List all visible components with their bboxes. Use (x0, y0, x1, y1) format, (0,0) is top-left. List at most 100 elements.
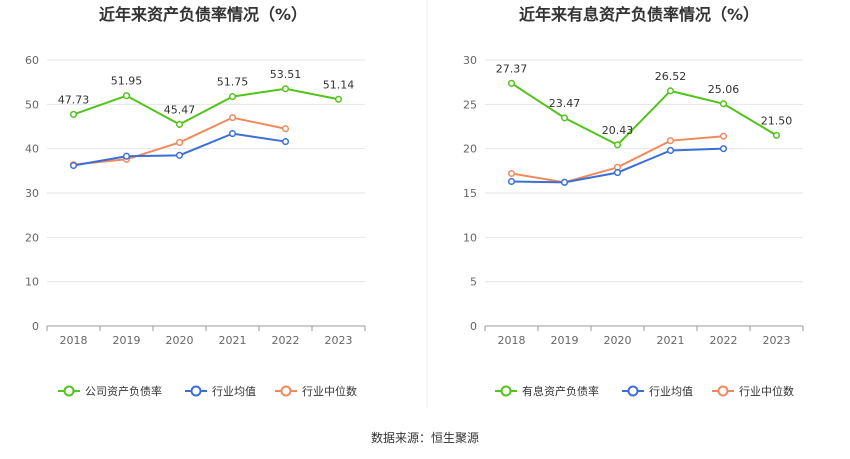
x-axis (484, 325, 804, 331)
y-tick-label: 10 (463, 231, 477, 244)
x-tick-label: 2021 (219, 334, 247, 347)
x-tick-label: 2022 (710, 334, 738, 347)
legend-marker-icon (280, 385, 292, 397)
y-tick-label: 15 (463, 187, 477, 200)
data-point (69, 110, 78, 118)
x-tick-label: 2020 (166, 334, 194, 347)
data-point (613, 169, 622, 177)
legend-marker-icon (63, 385, 75, 397)
data-label: 51.14 (323, 78, 355, 91)
data-point (122, 92, 131, 100)
data-label: 47.73 (58, 93, 90, 106)
gridlines (485, 59, 803, 283)
legend-label: 行业均值 (212, 385, 256, 398)
x-axis (46, 325, 366, 331)
data-point (175, 138, 184, 147)
data-label: 26.52 (655, 70, 687, 83)
data-point (507, 169, 516, 178)
data-point (69, 161, 78, 170)
x-tick-label: 2019 (551, 334, 579, 347)
data-label: 23.47 (549, 97, 581, 110)
data-label: 20.43 (602, 124, 634, 137)
x-tick-label: 2023 (763, 334, 791, 347)
x-tick-label: 2023 (325, 334, 353, 347)
data-point (772, 131, 781, 139)
chart-title: 近年来资产负债率情况（%） (99, 5, 307, 24)
y-tick-label: 10 (25, 276, 39, 289)
data-point (666, 137, 675, 145)
data-point (122, 152, 131, 160)
y-tick-label: 30 (25, 187, 39, 200)
data-point (507, 79, 516, 87)
data-point (613, 141, 622, 149)
y-tick-label: 50 (25, 98, 39, 111)
x-tick-label: 2019 (113, 334, 141, 347)
data-point (666, 87, 675, 95)
legend-item[interactable]: 行业中位数 (712, 384, 794, 398)
y-tick-label: 0 (32, 320, 39, 333)
x-tick-labels: 2018 2019 2020 2021 2022 2023 (498, 334, 791, 347)
data-point (228, 93, 237, 101)
chart-panel-right: 近年来有息资产负债率情况（%） 0 5 10 15 20 25 30 2018 2019 202… (463, 5, 804, 398)
data-point (175, 120, 184, 128)
y-axis: 0 5 10 15 20 25 30 (463, 54, 477, 333)
legend: 有息资产负债率 行业均值 行业中位数 (495, 384, 794, 398)
data-point (719, 100, 728, 108)
series-line (510, 82, 778, 147)
series-lines (69, 85, 343, 170)
legend-label: 公司资产负债率 (85, 384, 162, 398)
x-tick-label: 2021 (657, 334, 685, 347)
series-line (73, 87, 339, 126)
data-point (560, 178, 569, 186)
data-label: 21.50 (761, 114, 793, 127)
source-note: 数据来源：恒生聚源 (371, 430, 479, 445)
legend-marker-icon (627, 385, 639, 397)
y-axis: 0 10 20 30 40 50 60 (25, 54, 39, 333)
series-lines (507, 79, 781, 186)
x-tick-label: 2022 (272, 334, 300, 347)
data-point (666, 146, 675, 154)
legend-marker-icon (500, 385, 512, 397)
legend-item[interactable]: 行业均值 (622, 385, 693, 398)
legend-label: 行业中位数 (739, 384, 794, 398)
x-tick-label: 2018 (60, 334, 88, 347)
gridlines (47, 59, 365, 283)
legend-item[interactable]: 公司资产负债率 (58, 384, 162, 398)
data-point (560, 114, 569, 122)
data-labels: 27.37 23.47 20.43 26.52 25.06 21.50 (496, 62, 793, 137)
y-tick-label: 20 (25, 231, 39, 244)
legend-label: 行业中位数 (302, 384, 357, 398)
y-tick-label: 25 (463, 98, 477, 111)
data-labels: 47.73 51.95 45.47 51.75 53.51 51.14 (58, 68, 355, 117)
data-point (719, 132, 728, 140)
data-point (228, 130, 237, 138)
legend-label: 行业均值 (649, 385, 693, 398)
y-tick-label: 60 (25, 54, 39, 67)
legend-item[interactable]: 行业均值 (185, 385, 256, 398)
x-tick-label: 2018 (498, 334, 526, 347)
data-label: 27.37 (496, 62, 528, 75)
data-label: 51.95 (111, 75, 143, 88)
x-tick-labels: 2018 2019 2020 2021 2022 2023 (60, 334, 353, 347)
legend: 公司资产负债率 行业均值 行业中位数 (58, 384, 357, 398)
legend-item[interactable]: 行业中位数 (275, 384, 357, 398)
data-point (281, 125, 290, 133)
data-point (281, 85, 290, 93)
data-point (334, 95, 343, 103)
data-point (507, 177, 516, 186)
y-tick-label: 40 (25, 143, 39, 156)
y-tick-label: 30 (463, 54, 477, 67)
data-point (175, 151, 184, 159)
data-label: 25.06 (708, 83, 740, 96)
data-label: 45.47 (164, 103, 196, 116)
y-tick-label: 20 (463, 143, 477, 156)
series-line (73, 132, 286, 167)
data-point (719, 145, 728, 153)
legend-marker-icon (717, 385, 729, 397)
data-point (281, 138, 290, 146)
y-tick-label: 0 (470, 320, 477, 333)
legend-marker-icon (190, 385, 202, 397)
legend-item[interactable]: 有息资产负债率 (495, 384, 599, 398)
data-point (228, 114, 237, 122)
